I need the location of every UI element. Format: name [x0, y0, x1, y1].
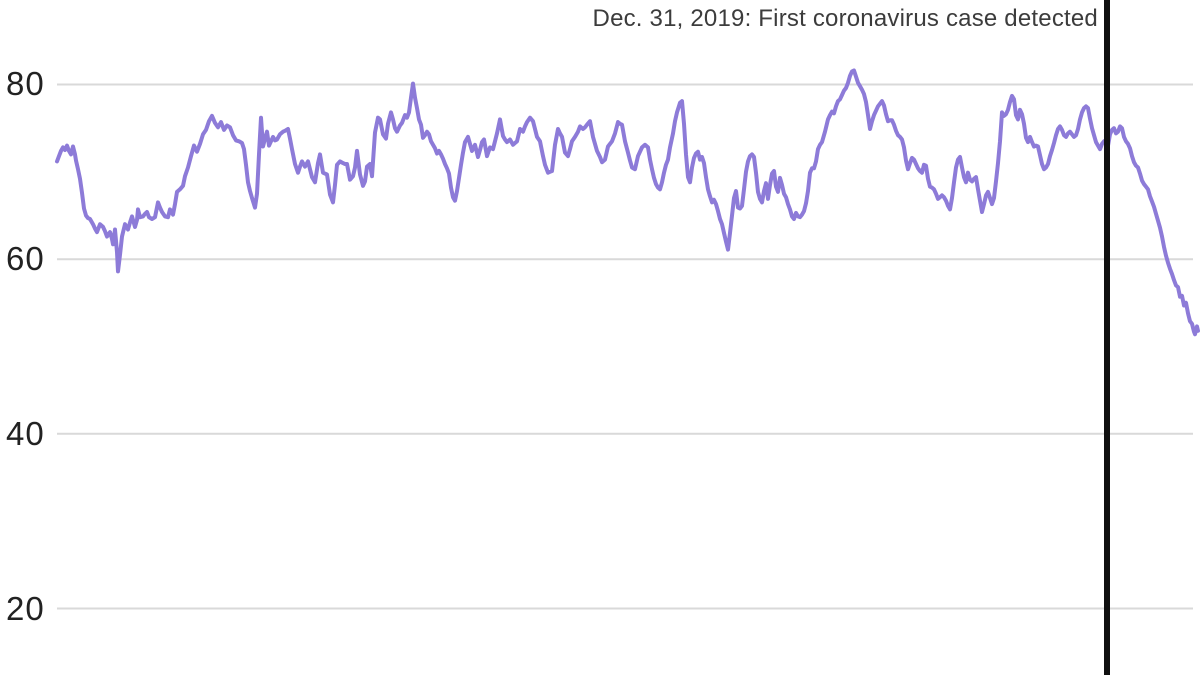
y-axis-tick-label-40: 40 [6, 415, 45, 452]
y-axis-tick-label-20: 20 [6, 590, 45, 627]
event-annotation-label: Dec. 31, 2019: First coronavirus case de… [592, 5, 1098, 32]
y-axis-tick-label-80: 80 [6, 65, 45, 102]
y-axis-tick-label-60: 60 [6, 240, 45, 277]
series-line [55, 68, 1200, 337]
event-marker-line [1104, 0, 1110, 675]
